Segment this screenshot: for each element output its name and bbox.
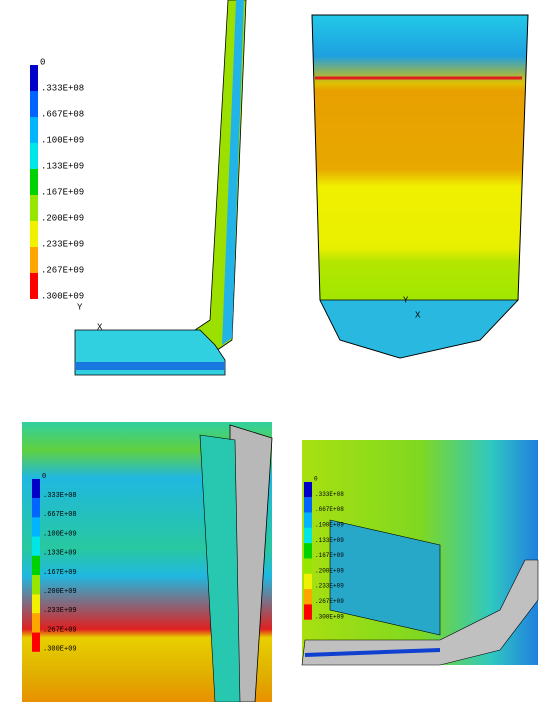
panel-3-model [22,422,273,702]
legend-swatch [30,117,38,143]
legend-label: .100E+09 [43,530,77,538]
panel-1-model [74,0,247,376]
legend-swatch [32,479,40,499]
legend-swatch [304,497,312,513]
legend-label: .100E+09 [41,135,84,145]
legend-swatch [30,195,38,221]
legend-swatch [30,169,38,195]
legend-label: .133E+09 [41,161,84,171]
legend-swatch [32,536,40,556]
legend-swatch [304,604,312,620]
legend-swatch [304,589,312,605]
legend-swatch [30,221,38,247]
legend-label: .233E+09 [41,239,84,249]
axis-triad-label: X [97,322,103,332]
legend-swatch [32,594,40,614]
legend-label: .133E+09 [315,537,344,544]
legend-label: .267E+09 [315,598,344,605]
legend-label: .333E+08 [43,492,77,500]
legend-label: .267E+09 [43,626,77,634]
legend-label: .333E+08 [315,491,344,498]
legend-label: .200E+09 [41,213,84,223]
legend-swatch [32,498,40,518]
legend-label: .233E+09 [315,583,344,590]
legend-label: .267E+09 [41,265,84,275]
axis-triad-label: Y [77,302,83,312]
legend-label: .233E+09 [43,607,77,615]
legend-label: .133E+09 [43,550,77,558]
legend-swatch [304,512,312,528]
legend-label: .667E+08 [315,506,344,513]
legend-swatch [30,65,38,91]
legend-swatch [30,91,38,117]
axis-triad-label: Y [403,295,409,305]
legend-swatch [32,632,40,652]
legend-label: .167E+09 [41,187,84,197]
legend-label: 0 [40,57,45,67]
legend-label: 0 [42,473,46,481]
legend-swatch [304,573,312,590]
panel-2-model [311,14,529,359]
overlay: 0 .333E+08 .667E+08 .100E+09 .133E+09 .167E+0… [30,57,421,654]
legend-swatch [32,613,40,633]
legend-swatch [32,555,40,575]
axis-triad-label: X [415,310,421,320]
legend-label: .167E+09 [315,552,344,559]
legend-swatch [304,543,312,559]
legend-label: .100E+09 [315,521,344,528]
legend-swatch [30,143,38,169]
legend-swatch [304,558,312,574]
legend-swatch [30,273,38,299]
legend-label: .667E+08 [41,109,84,119]
legend-label: .300E+09 [41,291,84,301]
legend-label: .300E+09 [43,646,77,654]
legend-swatch [304,527,312,544]
legend-label: .333E+08 [41,83,84,93]
legend-swatch [304,482,312,498]
legend-swatch [32,517,40,537]
legend-label: 0 [314,476,318,483]
legend-label: .167E+09 [43,569,77,577]
panel-4-model [301,440,539,666]
legend-swatch [30,247,38,273]
legend-label: .200E+09 [315,567,344,574]
legend-swatch [32,575,40,595]
legend-label: .300E+09 [315,613,344,620]
legend-label: .200E+09 [43,588,77,596]
legend-label: .667E+08 [43,511,77,519]
